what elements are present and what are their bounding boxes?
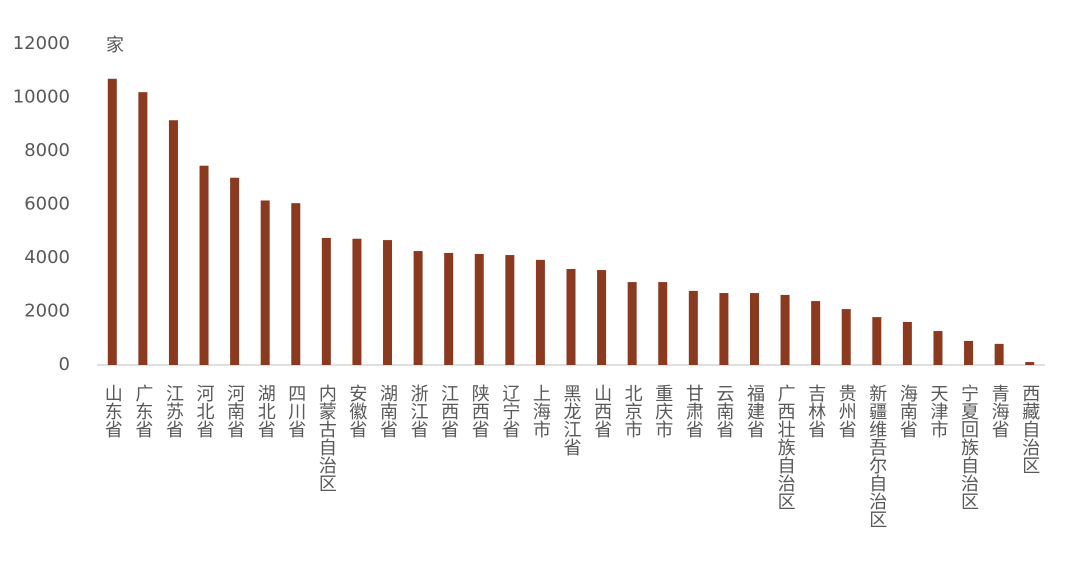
x-tick-label: 湖北省 — [255, 384, 276, 438]
x-tick-label: 宁夏回族自治区 — [958, 384, 979, 510]
y-tick-label: 6000 — [24, 194, 70, 215]
x-tick-label: 河北省 — [194, 384, 215, 438]
x-tick-label: 上海市 — [530, 384, 551, 438]
x-tick-label: 安徽省 — [346, 384, 367, 438]
x-tick-label: 辽宁省 — [499, 384, 520, 438]
bar — [413, 251, 423, 365]
y-tick-label: 2000 — [24, 301, 70, 322]
x-tick-label: 内蒙古自治区 — [316, 384, 337, 492]
bar — [321, 237, 331, 365]
bar — [749, 293, 759, 365]
bar — [383, 240, 393, 365]
bar — [474, 253, 484, 365]
bar — [505, 255, 515, 365]
bar — [230, 177, 240, 365]
bar — [535, 259, 545, 365]
bar — [138, 92, 148, 366]
x-tick-label: 黑龙江省 — [561, 384, 582, 456]
x-tick-label: 山西省 — [591, 384, 612, 438]
bar — [872, 317, 882, 365]
x-tick-label: 浙江省 — [408, 384, 429, 438]
x-tick-label: 北京市 — [622, 384, 643, 438]
bar — [719, 293, 729, 365]
bar — [107, 78, 117, 366]
bar — [566, 268, 576, 365]
bar — [902, 321, 912, 365]
x-tick-label: 河南省 — [224, 384, 245, 438]
x-tick-label: 湖南省 — [377, 384, 398, 438]
x-tick-label: 陕西省 — [469, 384, 490, 438]
bar — [688, 290, 698, 365]
x-tick-label: 新疆维吾尔自治区 — [866, 384, 887, 528]
bar — [841, 309, 851, 365]
bar — [780, 294, 790, 365]
bar — [933, 331, 943, 365]
y-tick-label: 8000 — [24, 140, 70, 161]
bar — [199, 165, 209, 365]
x-tick-label: 贵州省 — [836, 384, 857, 438]
bar — [811, 301, 821, 365]
x-tick-label: 四川省 — [285, 384, 306, 438]
x-tick-label: 福建省 — [744, 384, 765, 438]
unit-label: 家 — [106, 35, 124, 56]
bar — [627, 282, 637, 365]
x-tick-label: 天津市 — [927, 384, 948, 438]
x-tick-label: 江苏省 — [163, 384, 184, 438]
bar — [597, 270, 607, 365]
x-tick-label: 青海省 — [989, 384, 1010, 438]
bar — [658, 282, 668, 365]
x-tick-label: 重庆市 — [652, 384, 673, 438]
bar — [168, 120, 178, 365]
x-tick-label: 云南省 — [713, 384, 734, 438]
x-tick-label: 江西省 — [438, 384, 459, 438]
x-tick-label: 吉林省 — [805, 384, 826, 438]
y-tick-label: 10000 — [13, 87, 70, 108]
bar — [964, 340, 974, 365]
bar — [291, 203, 301, 365]
y-tick-label: 0 — [59, 354, 70, 375]
x-tick-label: 山东省 — [102, 384, 123, 438]
bar — [260, 200, 270, 365]
bar — [1025, 362, 1035, 365]
y-tick-label: 12000 — [13, 33, 70, 54]
y-tick-label: 4000 — [24, 247, 70, 268]
x-tick-label: 广东省 — [132, 384, 153, 438]
x-tick-label: 广西壮族自治区 — [775, 384, 796, 510]
x-tick-label: 海南省 — [897, 384, 918, 438]
bar — [444, 252, 454, 365]
x-tick-label: 甘肃省 — [683, 384, 704, 438]
x-tick-label: 西藏自治区 — [1019, 384, 1040, 474]
bar — [352, 238, 362, 365]
bar — [994, 343, 1004, 365]
